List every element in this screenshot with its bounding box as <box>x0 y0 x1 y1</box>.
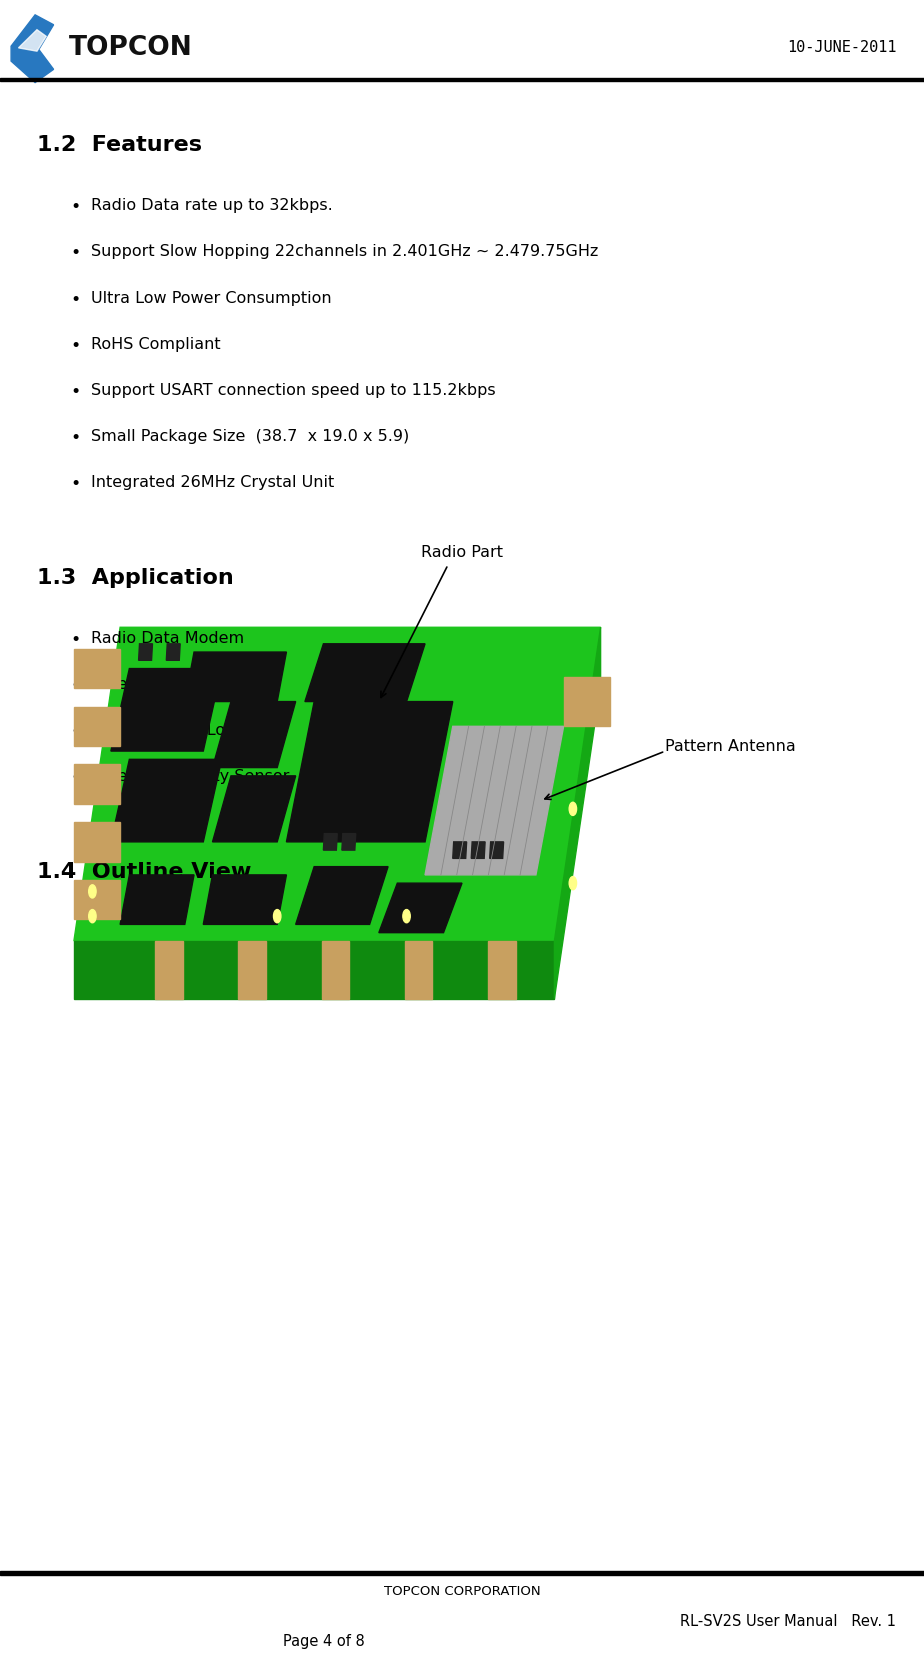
Circle shape <box>89 884 96 898</box>
Polygon shape <box>74 822 120 861</box>
Polygon shape <box>405 941 432 998</box>
Circle shape <box>89 909 96 922</box>
Text: 10-JUNE-2011: 10-JUNE-2011 <box>786 40 896 55</box>
Polygon shape <box>203 874 286 924</box>
Polygon shape <box>74 626 601 941</box>
Text: •: • <box>70 337 81 355</box>
Text: Support Slow Hopping 22channels in 2.401GHz ~ 2.479.75GHz: Support Slow Hopping 22channels in 2.401… <box>91 245 598 260</box>
Circle shape <box>274 909 281 922</box>
Polygon shape <box>323 833 337 850</box>
Text: •: • <box>70 476 81 493</box>
Polygon shape <box>564 676 610 726</box>
Polygon shape <box>296 866 388 924</box>
Polygon shape <box>74 648 120 688</box>
Polygon shape <box>453 841 467 858</box>
Text: Wireless Data Logger: Wireless Data Logger <box>91 722 261 737</box>
Circle shape <box>403 909 410 922</box>
Text: TOPCON CORPORATION: TOPCON CORPORATION <box>383 1585 541 1598</box>
Text: RoHS Compliant: RoHS Compliant <box>91 337 220 352</box>
Polygon shape <box>425 726 564 874</box>
Polygon shape <box>18 30 46 51</box>
Polygon shape <box>0 78 924 81</box>
Text: 1.4  Outline View: 1.4 Outline View <box>37 861 251 881</box>
Polygon shape <box>74 764 120 803</box>
Text: 1.2  Features: 1.2 Features <box>37 136 202 155</box>
Text: Radio Data Modem: Radio Data Modem <box>91 630 244 646</box>
Text: Wireless Controller: Wireless Controller <box>91 676 242 693</box>
Polygon shape <box>286 701 453 841</box>
Polygon shape <box>11 15 54 83</box>
Polygon shape <box>139 643 152 660</box>
Text: •: • <box>70 676 81 694</box>
Polygon shape <box>305 643 425 701</box>
Polygon shape <box>74 879 120 919</box>
Text: Radio Part: Radio Part <box>421 545 503 560</box>
Text: •: • <box>70 430 81 448</box>
Text: TOPCON: TOPCON <box>69 35 193 61</box>
Polygon shape <box>379 883 462 932</box>
Text: Integrated 26MHz Crystal Unit: Integrated 26MHz Crystal Unit <box>91 476 334 491</box>
Polygon shape <box>488 941 516 998</box>
Circle shape <box>569 802 577 815</box>
Polygon shape <box>166 643 180 660</box>
Text: Support USART connection speed up to 115.2kbps: Support USART connection speed up to 115… <box>91 383 495 398</box>
Text: •: • <box>70 630 81 648</box>
Circle shape <box>569 876 577 889</box>
Text: •: • <box>70 245 81 263</box>
Text: Pattern Antenna: Pattern Antenna <box>665 739 796 754</box>
Polygon shape <box>342 833 356 850</box>
Text: •: • <box>70 769 81 787</box>
Polygon shape <box>0 1572 924 1575</box>
Text: RL-SV2S User Manual   Rev. 1: RL-SV2S User Manual Rev. 1 <box>680 1615 896 1630</box>
Text: Ultra Low Power Consumption: Ultra Low Power Consumption <box>91 291 331 306</box>
Text: Radio Data rate up to 32kbps.: Radio Data rate up to 32kbps. <box>91 198 333 213</box>
Polygon shape <box>74 706 120 746</box>
Polygon shape <box>74 941 554 998</box>
Polygon shape <box>111 668 222 750</box>
Polygon shape <box>490 841 504 858</box>
Text: Page 4 of 8: Page 4 of 8 <box>283 1635 364 1650</box>
Polygon shape <box>213 701 296 767</box>
Polygon shape <box>554 626 601 998</box>
Text: •: • <box>70 291 81 309</box>
Polygon shape <box>213 775 296 841</box>
Text: •: • <box>70 722 81 741</box>
Polygon shape <box>322 941 349 998</box>
Text: •: • <box>70 383 81 402</box>
Polygon shape <box>471 841 485 858</box>
Polygon shape <box>155 941 183 998</box>
Text: •: • <box>70 198 81 217</box>
Text: Wireless Security Sensor: Wireless Security Sensor <box>91 769 289 784</box>
Polygon shape <box>185 651 286 701</box>
Text: 1.3  Application: 1.3 Application <box>37 569 234 588</box>
Polygon shape <box>238 941 266 998</box>
Polygon shape <box>120 874 194 924</box>
Polygon shape <box>111 759 222 841</box>
Text: Small Package Size  (38.7  x 19.0 x 5.9): Small Package Size (38.7 x 19.0 x 5.9) <box>91 430 408 445</box>
